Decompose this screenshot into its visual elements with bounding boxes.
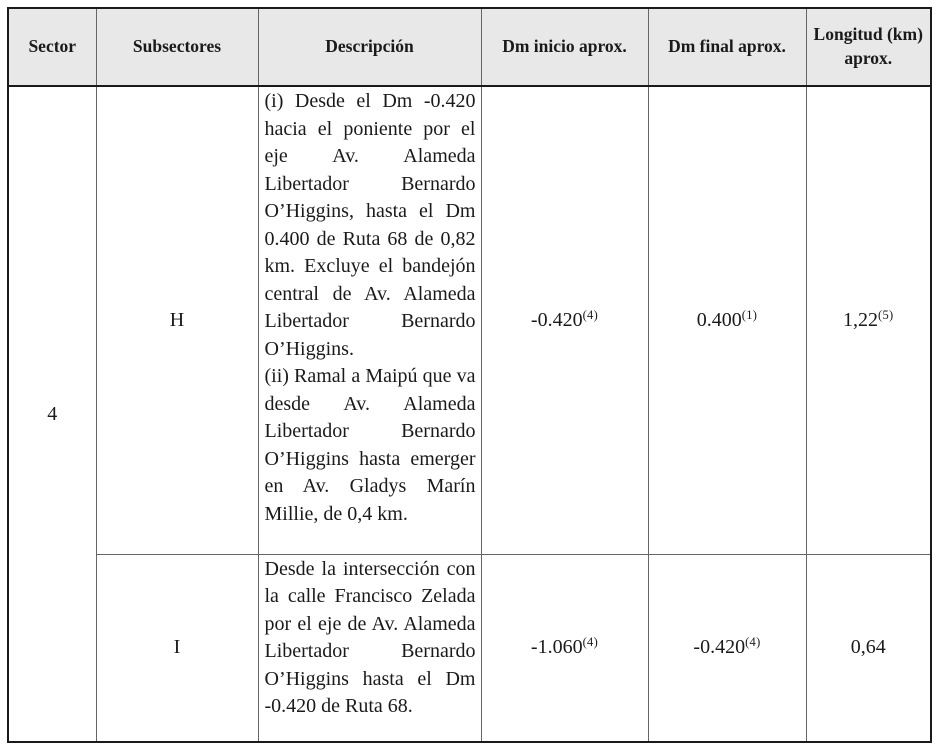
table-row-subsector-h: 4 H (i) Desde el Dm -0.420 hacia el poni… <box>7 85 932 743</box>
dm-final-cell-i: -0.420(4) <box>647 553 807 743</box>
longitud-cell-h: 1,22(5) <box>805 85 932 555</box>
longitud-cell-i: 0,64 <box>805 553 932 743</box>
description-paragraph: Desde la intersección con la calle Franc… <box>264 557 476 718</box>
column-header-longitud: Longitud (km) aprox. <box>805 7 932 87</box>
dm-inicio-value-i: -1.060 <box>530 636 583 659</box>
column-header-subsectores: Subsectores <box>95 7 259 87</box>
sector-table: Sector Subsectores Descripción Dm inicio… <box>7 7 932 743</box>
dm-final-cell-h: 0.400(1) <box>647 85 807 555</box>
subsector-cell-i: I <box>95 553 259 743</box>
dm-inicio-footnote-h: (4) <box>582 307 599 322</box>
dm-final-value-h: 0.400 <box>696 308 742 331</box>
description-cell-i: Desde la intersección con la calle Franc… <box>257 553 482 743</box>
longitud-footnote-h: (5) <box>878 307 894 322</box>
sector-cell: 4 <box>7 85 97 743</box>
longitud-value-h: 1,22 <box>843 308 878 331</box>
column-header-dm-inicio: Dm inicio aprox. <box>480 7 649 87</box>
table-header-row: Sector Subsectores Descripción Dm inicio… <box>7 7 932 87</box>
longitud-value-i: 0,64 <box>850 636 886 659</box>
dm-inicio-cell-h: -0.420(4) <box>480 85 649 555</box>
dm-final-value-i: -0.420 <box>693 636 746 659</box>
dm-final-footnote-h: (1) <box>741 307 758 322</box>
column-header-dm-final: Dm final aprox. <box>647 7 807 87</box>
dm-inicio-cell-i: -1.060(4) <box>480 553 649 743</box>
description-paragraph-i: (i) Desde el Dm -0.420 hacia el poniente… <box>264 90 476 360</box>
description-cell-h: (i) Desde el Dm -0.420 hacia el poniente… <box>257 85 482 555</box>
column-header-descripcion: Descripción <box>257 7 482 87</box>
dm-inicio-value-h: -0.420 <box>530 308 583 331</box>
subsector-cell-h: H <box>95 85 259 555</box>
dm-inicio-footnote-i: (4) <box>582 635 599 650</box>
description-paragraph-ii: (ii) Ramal a Maipú que va desde Av. Alam… <box>264 365 476 525</box>
dm-final-footnote-i: (4) <box>745 635 761 650</box>
column-header-sector: Sector <box>7 7 97 87</box>
table-row-subsector-i: I Desde la intersección con la calle Fra… <box>8 553 932 743</box>
